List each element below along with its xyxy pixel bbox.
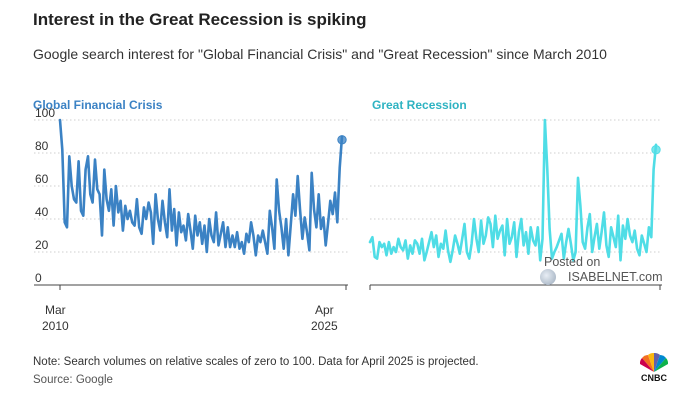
panel-title-great-recession: Great Recession — [372, 98, 467, 112]
y-tick-label-20: 20 — [35, 238, 49, 252]
x-axis-end-label: Apr 2025 — [311, 302, 338, 334]
endpoint-marker-gfc — [337, 135, 347, 145]
cnbc-logo: CNBC — [632, 352, 676, 386]
series-line-gr — [368, 118, 658, 264]
panel-title-global-financial-crisis: Global Financial Crisis — [33, 98, 163, 112]
x-end-year: 2025 — [311, 319, 338, 333]
cnbc-logo-text: CNBC — [641, 373, 667, 383]
y-tick-label-80: 80 — [35, 139, 49, 153]
watermark-line1: Posted on — [544, 255, 601, 269]
source-note: Source: Google — [33, 374, 113, 386]
watermark-line2: ISABELNET.com — [568, 270, 663, 284]
footnote: Note: Search volumes on relative scales … — [33, 356, 479, 368]
x-start-month: Mar — [45, 303, 66, 317]
x-start-year: 2010 — [42, 319, 69, 333]
x-end-month: Apr — [315, 303, 334, 317]
globe-icon — [540, 269, 556, 285]
peacock-icon — [639, 352, 669, 372]
y-tick-label-100: 100 — [35, 106, 55, 120]
y-tick-label-0: 0 — [35, 271, 42, 285]
chart-title: Interest in the Great Recession is spiki… — [33, 10, 367, 29]
endpoint-marker-gr — [651, 145, 661, 155]
y-tick-label-40: 40 — [35, 205, 49, 219]
chart-subtitle: Google search interest for "Global Finan… — [33, 46, 607, 62]
y-tick-label-60: 60 — [35, 172, 49, 186]
watermark: Posted on ISABELNET.com — [540, 255, 662, 285]
x-axis-start-label: Mar 2010 — [42, 302, 69, 334]
series-line-gfc — [58, 118, 344, 257]
